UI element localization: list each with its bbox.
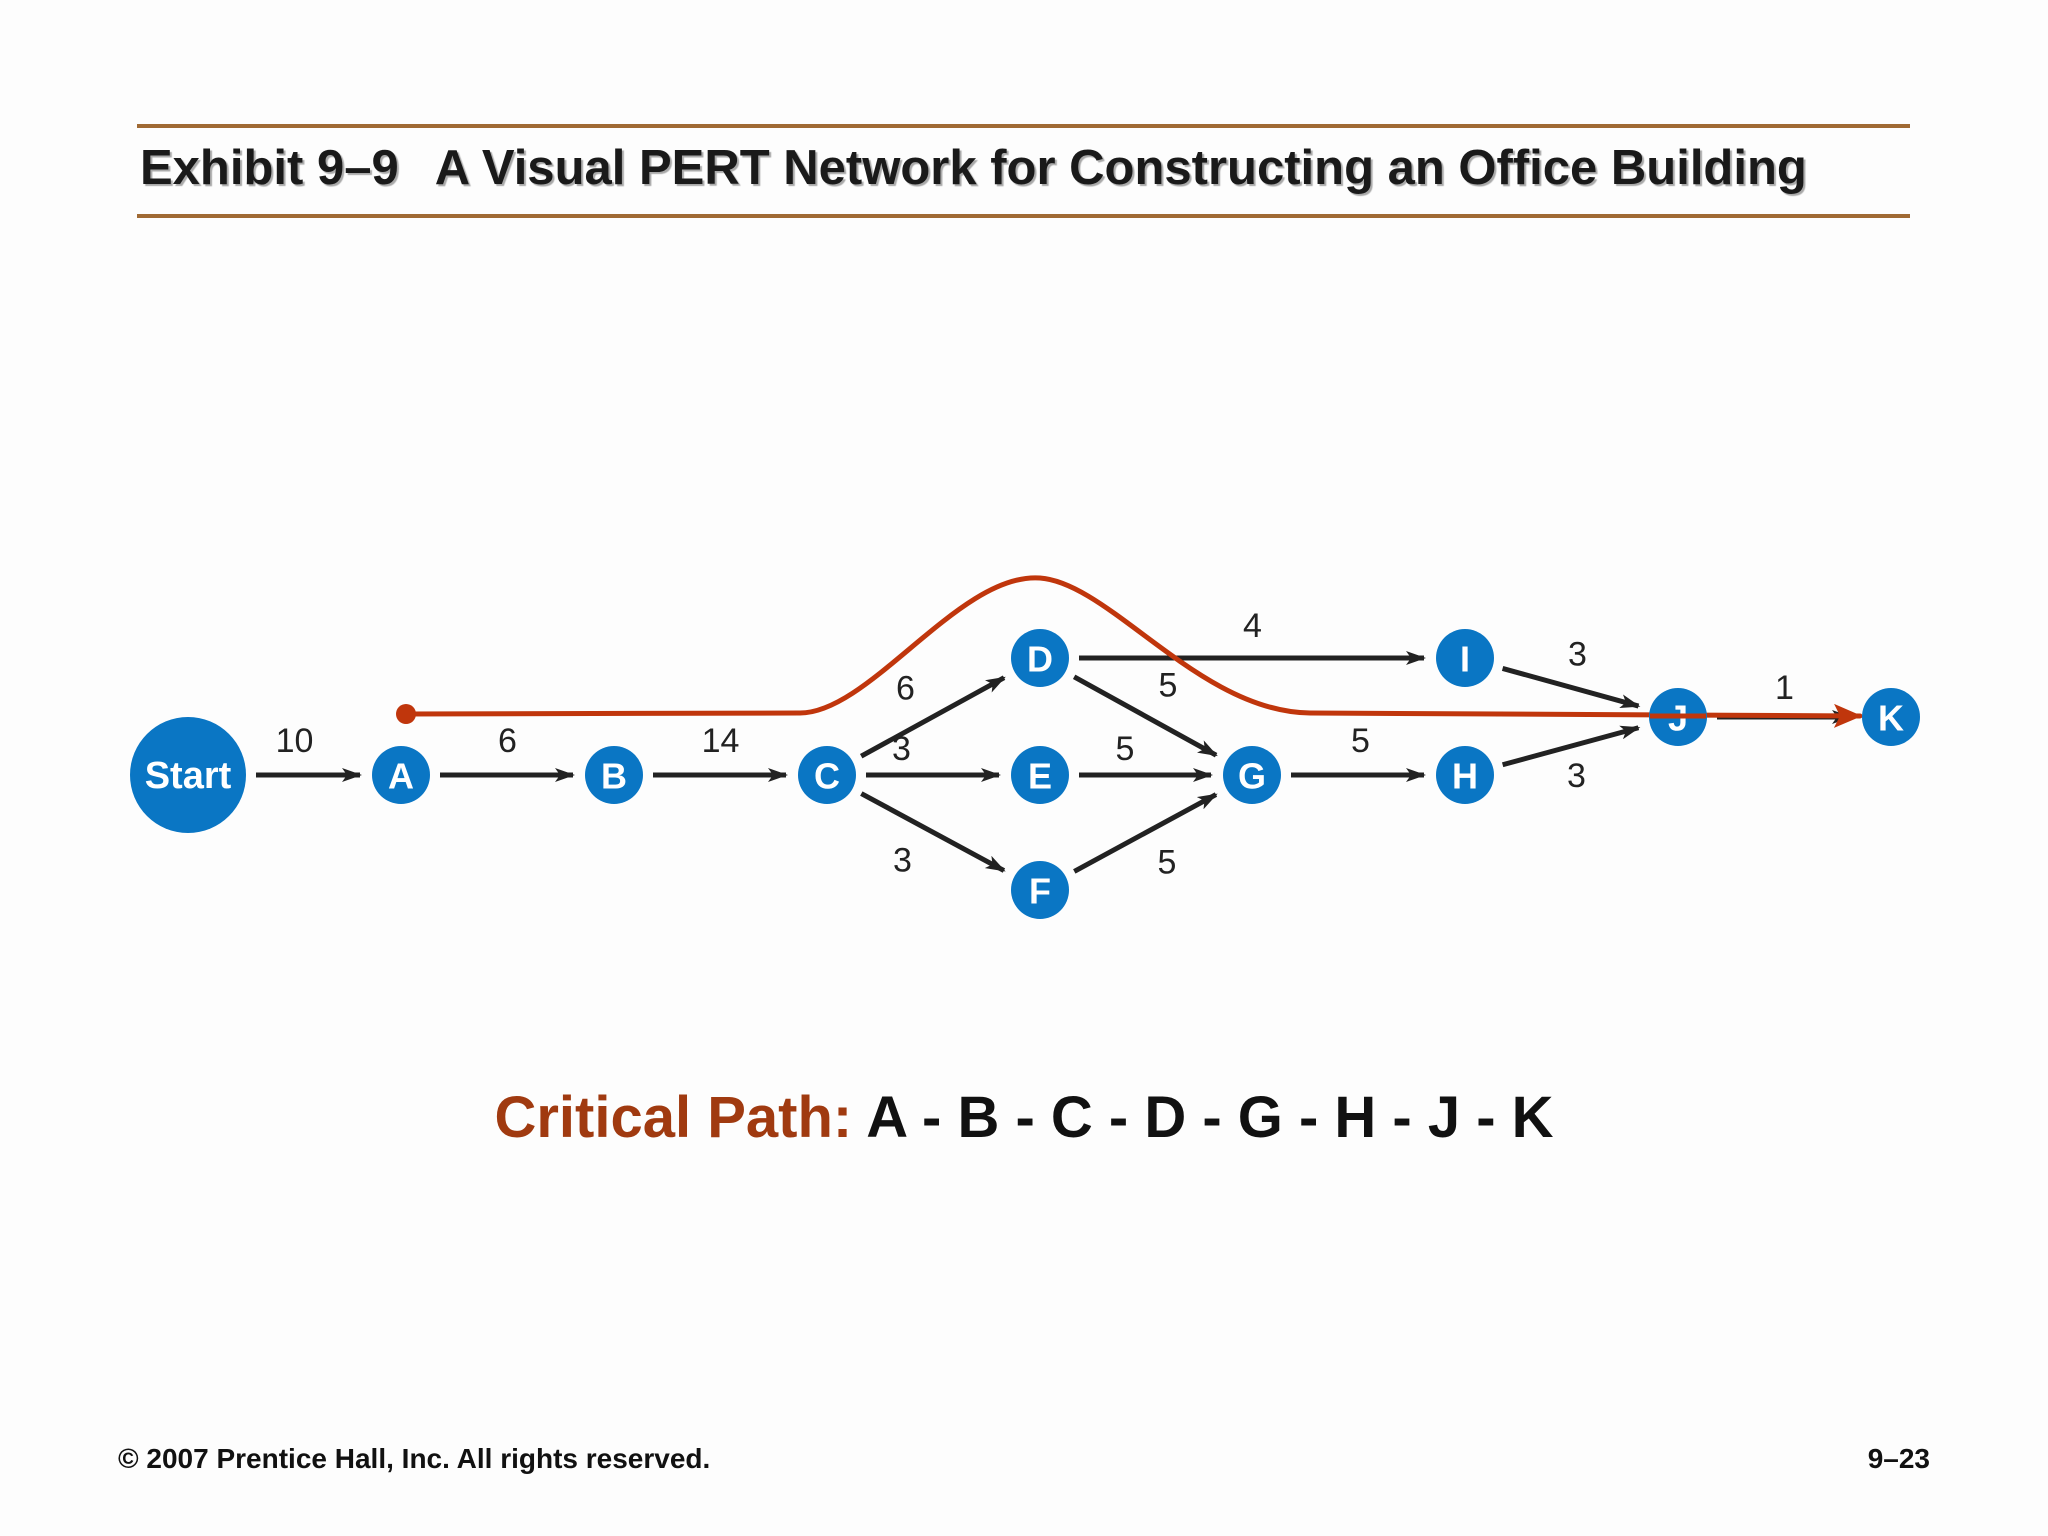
edge-weight-d-i: 4: [1243, 607, 1262, 645]
edge-c-f: [860, 791, 1006, 873]
node-a-circle: [372, 746, 430, 804]
node-c-label: C: [814, 756, 840, 797]
edge-weight-a-b: 6: [498, 722, 517, 760]
node-k: K: [1862, 688, 1920, 746]
node-start: Start: [130, 717, 246, 833]
node-h-circle: [1436, 746, 1494, 804]
node-c: C: [798, 746, 856, 804]
node-d: D: [1011, 629, 1069, 687]
edge-weight-i-j: 3: [1568, 636, 1587, 674]
edge-weight-h-j: 3: [1567, 757, 1586, 795]
edge-weight-j-k: 1: [1775, 669, 1794, 707]
edge-f-g: [1073, 792, 1218, 874]
slide-title: Exhibit 9–9 A Visual PERT Network for Con…: [140, 140, 1807, 196]
edge-h-j: [1501, 725, 1641, 768]
node-g-label: G: [1238, 756, 1266, 797]
node-e-label: E: [1028, 756, 1052, 797]
edge-weight-e-g: 5: [1116, 730, 1135, 768]
critical-path-layer: [396, 575, 1863, 728]
critical-path-caption: Critical Path: A - B - C - D - G - H - J…: [0, 1084, 2048, 1151]
node-c-circle: [798, 746, 856, 804]
node-f-circle: [1011, 861, 1069, 919]
edge-i-j: [1501, 666, 1641, 709]
title-rule-top: [137, 124, 1910, 128]
edge-weight-c-f: 3: [893, 842, 912, 880]
edge-weight-c-d: 6: [896, 670, 915, 708]
node-h-label: H: [1452, 756, 1478, 797]
critical-path-start-dot: [396, 704, 416, 724]
node-start-label: Start: [145, 755, 232, 797]
node-d-label: D: [1027, 639, 1053, 680]
node-g: G: [1223, 746, 1281, 804]
node-i-circle: [1436, 629, 1494, 687]
node-f-label: F: [1029, 871, 1051, 912]
node-e: E: [1011, 746, 1069, 804]
node-f: F: [1011, 861, 1069, 919]
node-k-label: K: [1878, 698, 1904, 739]
copyright-notice: © 2007 Prentice Hall, Inc. All rights re…: [118, 1443, 711, 1474]
title-rule-bottom: [137, 214, 1910, 218]
node-b-label: B: [601, 756, 627, 797]
node-start-circle: [130, 717, 246, 833]
node-a-label: A: [388, 756, 414, 797]
node-b: B: [585, 746, 643, 804]
edge-weight-c-e: 3: [892, 730, 911, 768]
edge-weight-g-h: 5: [1351, 722, 1370, 760]
nodes-layer: StartABCDEFGIHJK: [130, 629, 1920, 919]
node-b-circle: [585, 746, 643, 804]
edge-weight-b-c: 14: [702, 722, 740, 760]
edge-weight-start-a: 10: [276, 722, 314, 760]
page-number: 9–23: [1867, 1443, 1930, 1474]
node-h: H: [1436, 746, 1494, 804]
node-a: A: [372, 746, 430, 804]
node-k-circle: [1862, 688, 1920, 746]
critical-path-line: [403, 575, 1863, 728]
node-i-label: I: [1460, 639, 1470, 680]
edge-weight-f-g: 5: [1158, 844, 1177, 882]
node-e-circle: [1011, 746, 1069, 804]
exhibit-number: Exhibit 9–9: [140, 141, 399, 195]
critical-path-sequence: A - B - C - D - G - H - J - K: [866, 1085, 1554, 1150]
node-d-circle: [1011, 629, 1069, 687]
edge-weight-d-g: 5: [1159, 667, 1178, 705]
edges-layer: [256, 651, 1852, 874]
critical-path-label: Critical Path:: [494, 1085, 853, 1150]
exhibit-title: A Visual PERT Network for Constructing a…: [434, 141, 1807, 195]
node-g-circle: [1223, 746, 1281, 804]
node-i: I: [1436, 629, 1494, 687]
edge-d-g: [1072, 674, 1218, 758]
edge-c-d: [859, 675, 1006, 759]
